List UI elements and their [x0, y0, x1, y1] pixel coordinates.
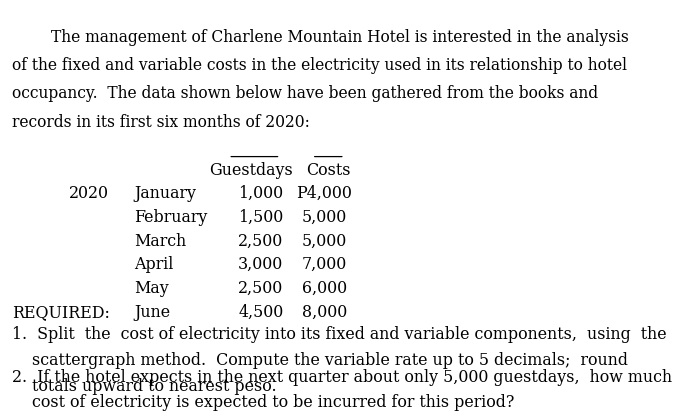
- Text: May: May: [134, 280, 169, 297]
- Text: records in its first six months of 2020:: records in its first six months of 2020:: [12, 114, 310, 131]
- Text: REQUIRED:: REQUIRED:: [12, 304, 110, 321]
- Text: January: January: [134, 185, 196, 202]
- Text: March: March: [134, 233, 187, 249]
- Text: 6,000: 6,000: [302, 280, 347, 297]
- Text: 7,000: 7,000: [302, 256, 347, 273]
- Text: The management of Charlene Mountain Hotel is interested in the analysis: The management of Charlene Mountain Hote…: [12, 29, 629, 45]
- Text: of the fixed and variable costs in the electricity used in its relationship to h: of the fixed and variable costs in the e…: [12, 57, 628, 74]
- Text: cost of electricity is expected to be incurred for this period?: cost of electricity is expected to be in…: [12, 394, 515, 412]
- Text: 8,000: 8,000: [302, 304, 347, 321]
- Text: 1,000: 1,000: [238, 185, 283, 202]
- Text: 4,500: 4,500: [238, 304, 283, 321]
- Text: June: June: [134, 304, 170, 321]
- Text: 2,500: 2,500: [238, 280, 283, 297]
- Text: P4,000: P4,000: [296, 185, 352, 202]
- Text: 5,000: 5,000: [302, 233, 347, 249]
- Text: scattergraph method.  Compute the variable rate up to 5 decimals;  round: scattergraph method. Compute the variabl…: [12, 352, 628, 369]
- Text: Guestdays: Guestdays: [209, 162, 294, 179]
- Text: February: February: [134, 209, 207, 226]
- Text: 2.  If the hotel expects in the next quarter about only 5,000 guestdays,  how mu: 2. If the hotel expects in the next quar…: [12, 368, 672, 386]
- Text: 2020: 2020: [68, 185, 109, 202]
- Text: Costs: Costs: [306, 162, 351, 179]
- Text: totals upward to nearest peso.: totals upward to nearest peso.: [12, 378, 277, 395]
- Text: 2,500: 2,500: [238, 233, 283, 249]
- Text: 1.  Split  the  cost of electricity into its fixed and variable components,  usi: 1. Split the cost of electricity into it…: [12, 326, 667, 343]
- Text: April: April: [134, 256, 174, 273]
- Text: 3,000: 3,000: [238, 256, 283, 273]
- Text: occupancy.  The data shown below have been gathered from the books and: occupancy. The data shown below have bee…: [12, 85, 599, 102]
- Text: 1,500: 1,500: [238, 209, 283, 226]
- Text: 5,000: 5,000: [302, 209, 347, 226]
